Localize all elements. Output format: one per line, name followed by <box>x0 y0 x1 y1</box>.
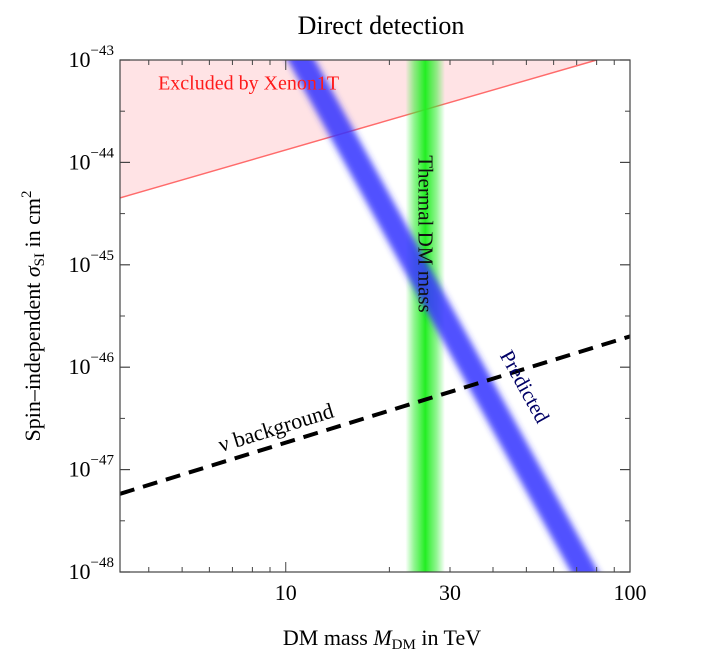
plot-area <box>120 60 630 572</box>
xenon1t-boundary-line <box>120 60 597 199</box>
neutrino-background-label: ν background <box>215 398 336 457</box>
thermal-dm-mass-label: Thermal DM mass <box>414 155 438 312</box>
x-tick-label: 30 <box>439 580 461 605</box>
x-tick-label: 10 <box>275 580 297 605</box>
x-axis-ticks: 10 30 100 <box>275 580 647 605</box>
y-tick-label: 10−48 <box>69 555 114 584</box>
x-axis-label: DM mass MDM in TeV <box>283 625 481 653</box>
y-tick-label: 10−43 <box>69 43 114 72</box>
y-tick-label: 10−45 <box>69 248 114 277</box>
y-axis-label: Spin–independent σSI in cm2 <box>19 190 48 441</box>
y-tick-label: 10−44 <box>69 145 115 174</box>
x-tick-label: 100 <box>614 580 647 605</box>
chart-title: Direct detection <box>298 11 465 40</box>
y-tick-label: 10−47 <box>69 453 115 482</box>
plot-frame <box>119 59 631 573</box>
neutrino-background-line <box>120 334 630 496</box>
xenon1t-label: Excluded by Xenon1T <box>158 73 339 95</box>
y-tick-label: 10−46 <box>69 350 115 379</box>
minor-ticks <box>120 60 630 572</box>
predicted-band <box>287 60 599 572</box>
